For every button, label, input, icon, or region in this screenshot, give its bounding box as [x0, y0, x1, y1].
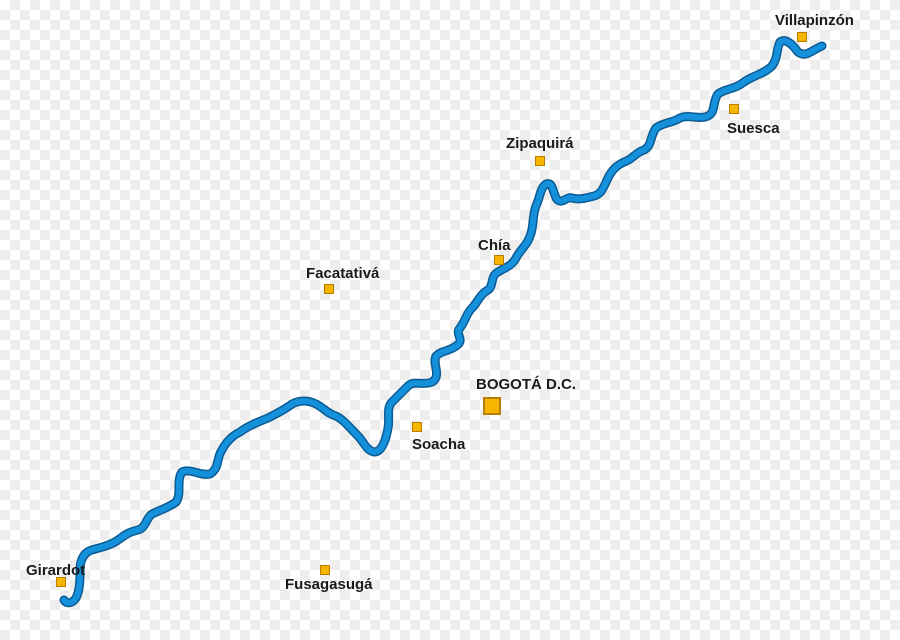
fusagasuga-label: Fusagasugá [285, 576, 373, 593]
girardot-marker [56, 577, 66, 587]
soacha-label: Soacha [412, 436, 466, 453]
suesca-label: Suesca [727, 120, 780, 137]
soacha-marker [412, 422, 422, 432]
bogota-label: BOGOTÁ D.C. [476, 376, 576, 393]
facatativa-label: Facatativá [306, 265, 380, 282]
suesca-marker [729, 104, 739, 114]
zipaquira-marker [535, 156, 545, 166]
facatativa-marker [324, 284, 334, 294]
villapinzon-label: Villapinzón [775, 12, 854, 29]
girardot-label: Girardot [26, 562, 86, 579]
chia-marker [494, 255, 504, 265]
fusagasuga-marker [320, 565, 330, 575]
zipaquira-label: Zipaquirá [506, 135, 574, 152]
bogota-river-outline [59, 36, 827, 608]
chia-label: Chía [478, 237, 511, 254]
bogota-river [61, 37, 825, 606]
villapinzon-marker [797, 32, 807, 42]
bogota-marker [483, 397, 501, 415]
